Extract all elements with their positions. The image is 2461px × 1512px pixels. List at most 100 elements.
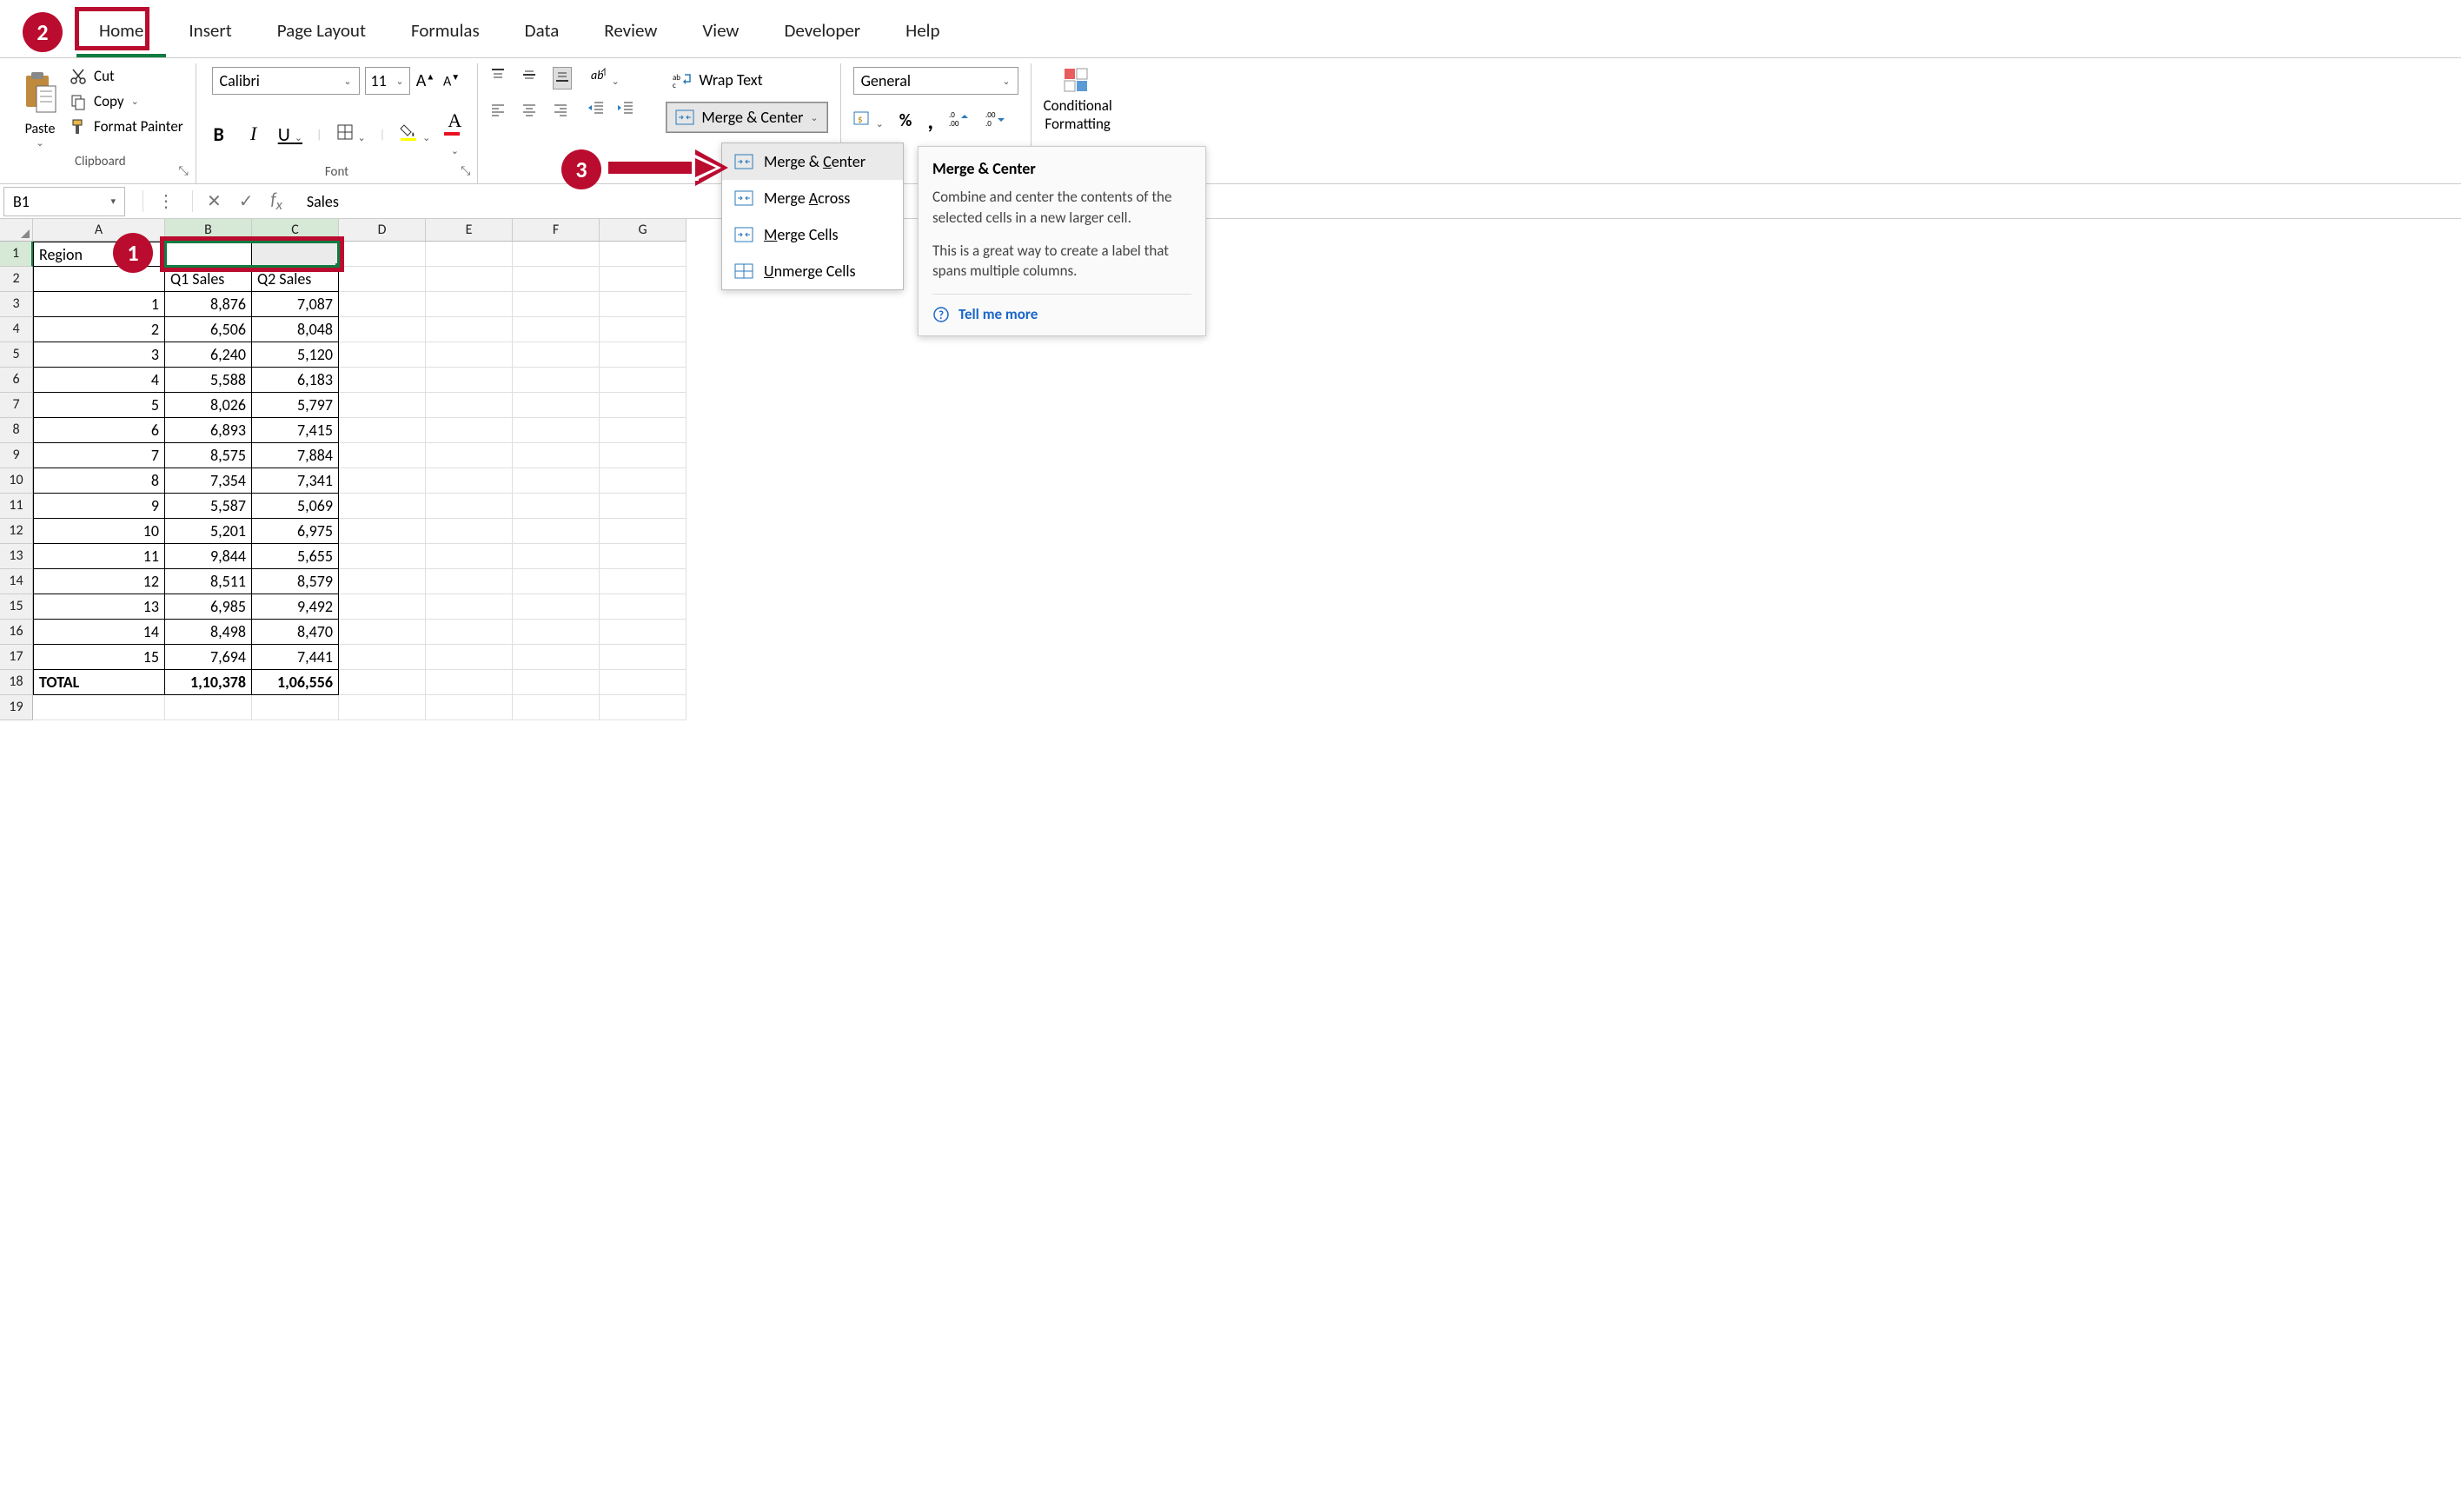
row-header[interactable]: 13 xyxy=(0,544,33,569)
cell[interactable]: Sales xyxy=(165,242,252,267)
font-name-combo[interactable]: Calibri⌄ xyxy=(212,67,360,95)
cell[interactable]: 8,470 xyxy=(252,620,339,645)
cell[interactable] xyxy=(33,695,165,720)
cell[interactable] xyxy=(339,569,426,594)
cell[interactable]: 8,579 xyxy=(252,569,339,594)
row-header[interactable]: 18 xyxy=(0,670,33,695)
cell[interactable] xyxy=(513,670,600,695)
cell[interactable]: 6,240 xyxy=(165,342,252,368)
cell[interactable] xyxy=(513,292,600,317)
cell[interactable]: 8,026 xyxy=(165,393,252,418)
cell[interactable] xyxy=(513,267,600,292)
cell[interactable] xyxy=(600,317,687,342)
cell[interactable] xyxy=(33,267,165,292)
cell[interactable] xyxy=(600,645,687,670)
cell[interactable] xyxy=(339,620,426,645)
cell[interactable] xyxy=(426,317,513,342)
cell[interactable] xyxy=(339,695,426,720)
cell[interactable]: 11 xyxy=(33,544,165,569)
cell[interactable]: 1 xyxy=(33,292,165,317)
percent-format-icon[interactable]: % xyxy=(899,110,912,131)
conditional-formatting-button[interactable]: Conditional Formatting xyxy=(1044,67,1112,133)
cell[interactable] xyxy=(513,368,600,393)
align-top-icon[interactable] xyxy=(490,67,506,90)
tab-help[interactable]: Help xyxy=(883,10,962,57)
cell[interactable] xyxy=(513,317,600,342)
cell[interactable]: 13 xyxy=(33,594,165,620)
formula-input[interactable]: Sales xyxy=(296,192,2461,211)
tab-home[interactable]: Home xyxy=(76,10,166,57)
cell[interactable] xyxy=(600,695,687,720)
cell[interactable]: 6,985 xyxy=(165,594,252,620)
select-all-corner[interactable] xyxy=(0,219,33,242)
cell[interactable]: 14 xyxy=(33,620,165,645)
col-header-C[interactable]: C xyxy=(252,219,339,242)
cell[interactable] xyxy=(339,494,426,519)
tab-data[interactable]: Data xyxy=(502,10,582,57)
cell[interactable] xyxy=(600,242,687,267)
cell[interactable] xyxy=(426,569,513,594)
cell[interactable]: 1,06,556 xyxy=(252,670,339,695)
cell[interactable]: 6,975 xyxy=(252,519,339,544)
formula-more-icon[interactable]: ⋮ xyxy=(143,190,175,212)
cell[interactable] xyxy=(426,393,513,418)
row-header[interactable]: 19 xyxy=(0,695,33,720)
cell[interactable]: 8,876 xyxy=(165,292,252,317)
cell[interactable] xyxy=(513,468,600,494)
cell[interactable]: 2 xyxy=(33,317,165,342)
accounting-format-icon[interactable]: $⌄ xyxy=(853,109,884,132)
italic-button[interactable]: I xyxy=(243,123,264,145)
increase-indent-icon[interactable] xyxy=(617,100,634,119)
row-header[interactable]: 7 xyxy=(0,393,33,418)
name-box[interactable]: B1▾ xyxy=(3,187,125,216)
cell[interactable] xyxy=(426,267,513,292)
merge-chevron-icon[interactable]: ⌄ xyxy=(810,112,818,123)
cell[interactable]: 3 xyxy=(33,342,165,368)
cell[interactable] xyxy=(513,695,600,720)
cell[interactable] xyxy=(513,342,600,368)
fx-icon[interactable]: fx xyxy=(271,189,282,214)
number-format-combo[interactable]: General⌄ xyxy=(853,67,1018,95)
cell[interactable] xyxy=(426,695,513,720)
cell[interactable] xyxy=(339,468,426,494)
cell[interactable] xyxy=(513,443,600,468)
cell[interactable] xyxy=(339,368,426,393)
row-header[interactable]: 4 xyxy=(0,317,33,342)
cell[interactable] xyxy=(339,393,426,418)
orientation-button[interactable]: ab ⌄ xyxy=(587,67,634,88)
tab-formulas[interactable]: Formulas xyxy=(388,10,502,57)
cell[interactable] xyxy=(513,544,600,569)
tab-page-layout[interactable]: Page Layout xyxy=(255,10,388,57)
cell[interactable] xyxy=(426,519,513,544)
clipboard-dialog-launcher-icon[interactable]: ⤡ xyxy=(179,163,189,178)
cell[interactable]: 7,694 xyxy=(165,645,252,670)
col-header-D[interactable]: D xyxy=(339,219,426,242)
cell[interactable] xyxy=(600,393,687,418)
row-header[interactable]: 11 xyxy=(0,494,33,519)
row-header[interactable]: 16 xyxy=(0,620,33,645)
cell[interactable] xyxy=(426,645,513,670)
cell[interactable]: 6 xyxy=(33,418,165,443)
font-size-combo[interactable]: 11⌄ xyxy=(365,67,410,95)
cell[interactable] xyxy=(252,695,339,720)
cell[interactable] xyxy=(339,418,426,443)
cell[interactable] xyxy=(426,544,513,569)
cell[interactable]: 6,893 xyxy=(165,418,252,443)
borders-button[interactable]: ⌄ xyxy=(336,123,366,146)
cell[interactable] xyxy=(339,544,426,569)
formula-cancel-icon[interactable]: ✕ xyxy=(192,190,222,212)
cell[interactable]: 10 xyxy=(33,519,165,544)
cell[interactable] xyxy=(426,594,513,620)
cell[interactable] xyxy=(513,594,600,620)
decrease-indent-icon[interactable] xyxy=(587,100,605,119)
cell[interactable]: 7 xyxy=(33,443,165,468)
tooltip-tell-me-more[interactable]: ? Tell me more xyxy=(932,305,1191,323)
cell[interactable] xyxy=(339,267,426,292)
wrap-text-button[interactable]: abc Wrap Text xyxy=(666,67,769,93)
row-header[interactable]: 15 xyxy=(0,594,33,620)
cell[interactable]: 7,354 xyxy=(165,468,252,494)
cell[interactable]: 7,341 xyxy=(252,468,339,494)
cell[interactable] xyxy=(600,267,687,292)
row-header[interactable]: 10 xyxy=(0,468,33,494)
cut-button[interactable]: Cut xyxy=(70,67,115,85)
